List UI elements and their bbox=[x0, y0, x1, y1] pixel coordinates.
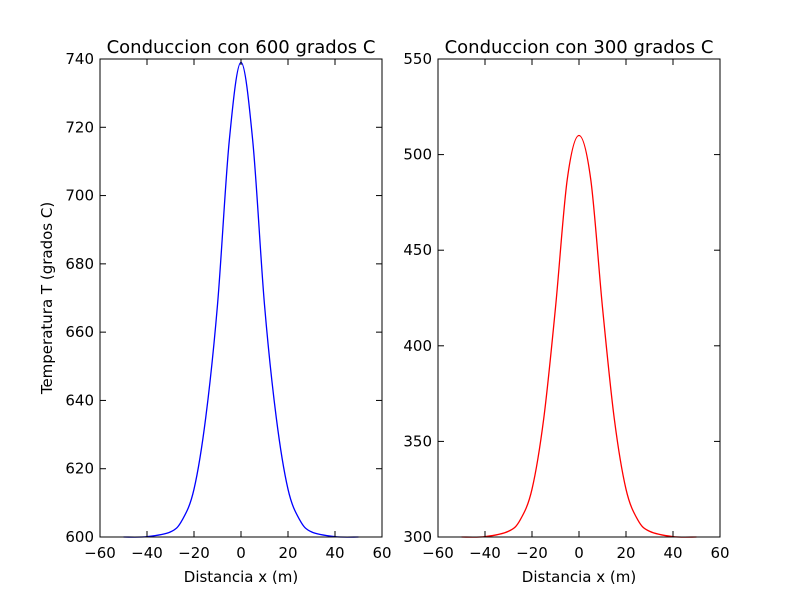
left-xtick-label: 40 bbox=[325, 544, 344, 562]
right-ytick-label: 350 bbox=[403, 432, 432, 450]
right-ytick-label: 550 bbox=[403, 50, 432, 68]
left-chart-xlabel: Distancia x (m) bbox=[184, 568, 298, 586]
left-chart: Conduccion con 600 grados C Distancia x … bbox=[38, 37, 392, 586]
right-xtick-label: −20 bbox=[516, 544, 548, 562]
right-xtick-label: −40 bbox=[469, 544, 501, 562]
left-xtick-label: −40 bbox=[131, 544, 163, 562]
right-xtick-label: 20 bbox=[616, 544, 635, 562]
right-chart-title: Conduccion con 300 grados C bbox=[445, 37, 714, 58]
left-ytick-label: 680 bbox=[65, 255, 94, 273]
left-xtick-label: −60 bbox=[84, 544, 116, 562]
right-chart-xlabel: Distancia x (m) bbox=[522, 568, 636, 586]
left-chart-title: Conduccion con 600 grados C bbox=[107, 37, 376, 58]
right-ytick-label: 500 bbox=[403, 146, 432, 164]
left-ytick-label: 660 bbox=[65, 323, 94, 341]
left-xtick-label: 20 bbox=[278, 544, 297, 562]
left-ytick-label: 700 bbox=[65, 187, 94, 205]
right-ytick-label: 300 bbox=[403, 528, 432, 546]
left-chart-ylabel: Temperatura T (grados C) bbox=[38, 202, 56, 395]
left-xtick-label: 0 bbox=[236, 544, 246, 562]
left-ytick-label: 740 bbox=[65, 50, 94, 68]
right-ytick-label: 450 bbox=[403, 241, 432, 259]
left-ytick-label: 720 bbox=[65, 118, 94, 136]
right-xtick-label: 40 bbox=[663, 544, 682, 562]
right-ytick-label: 400 bbox=[403, 337, 432, 355]
left-ytick-label: 640 bbox=[65, 391, 94, 409]
right-xtick-label: 60 bbox=[710, 544, 729, 562]
right-xtick-label: −60 bbox=[422, 544, 454, 562]
right-series-line-0 bbox=[461, 134, 697, 538]
right-chart: Conduccion con 300 grados C Distancia x … bbox=[403, 37, 729, 586]
left-xtick-label: −20 bbox=[178, 544, 210, 562]
left-ytick-label: 620 bbox=[65, 460, 94, 478]
left-ytick-label: 600 bbox=[65, 528, 94, 546]
left-xtick-label: 60 bbox=[372, 544, 391, 562]
right-xtick-label: 0 bbox=[574, 544, 584, 562]
